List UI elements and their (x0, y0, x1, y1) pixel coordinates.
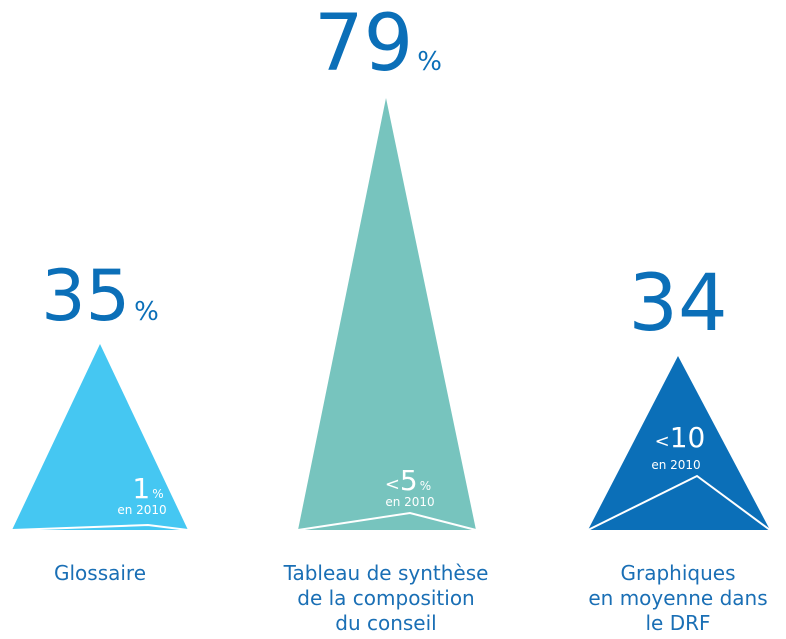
previous-year-label: en 2010 (385, 495, 434, 509)
previous-value-number: 5 (400, 464, 418, 497)
previous-value-unit: % (152, 487, 163, 501)
previous-value-label: <5% (385, 464, 431, 497)
category-caption-line: de la composition (297, 586, 474, 610)
value-triangle-mark (298, 98, 476, 530)
value-unit: % (134, 297, 159, 327)
value-label: 35% (41, 255, 159, 337)
value-triangle-mark (12, 344, 188, 530)
category-caption-line: le DRF (645, 611, 710, 635)
previous-value-number: 1 (132, 472, 150, 505)
value-label: 79% (314, 0, 442, 89)
previous-value-mark (297, 511, 477, 531)
value-number: 35 (41, 255, 130, 337)
previous-value-number: 10 (670, 421, 706, 454)
value-label: 34 (628, 259, 727, 349)
category-caption-line: du conseil (335, 611, 436, 635)
value-triangle-mark (588, 356, 770, 530)
category-caption-line: Tableau de synthèse (283, 561, 489, 585)
value-number: 34 (628, 259, 727, 349)
previous-value-prefix: < (655, 431, 670, 452)
category-caption-line: en moyenne dans (588, 586, 767, 610)
previous-value-unit: % (420, 479, 431, 493)
value-number: 79 (314, 0, 413, 89)
category-caption-line: Glossaire (54, 561, 146, 585)
previous-value-prefix: < (385, 474, 400, 495)
category-caption-line: Graphiques (621, 561, 736, 585)
value-unit: % (417, 47, 442, 77)
previous-value-mark (587, 474, 771, 531)
previous-value-mark (11, 523, 189, 531)
previous-value-label: <10 (655, 421, 706, 454)
previous-year-label: en 2010 (117, 503, 166, 517)
previous-year-label: en 2010 (651, 458, 700, 472)
previous-value-label: 1% (132, 472, 163, 505)
